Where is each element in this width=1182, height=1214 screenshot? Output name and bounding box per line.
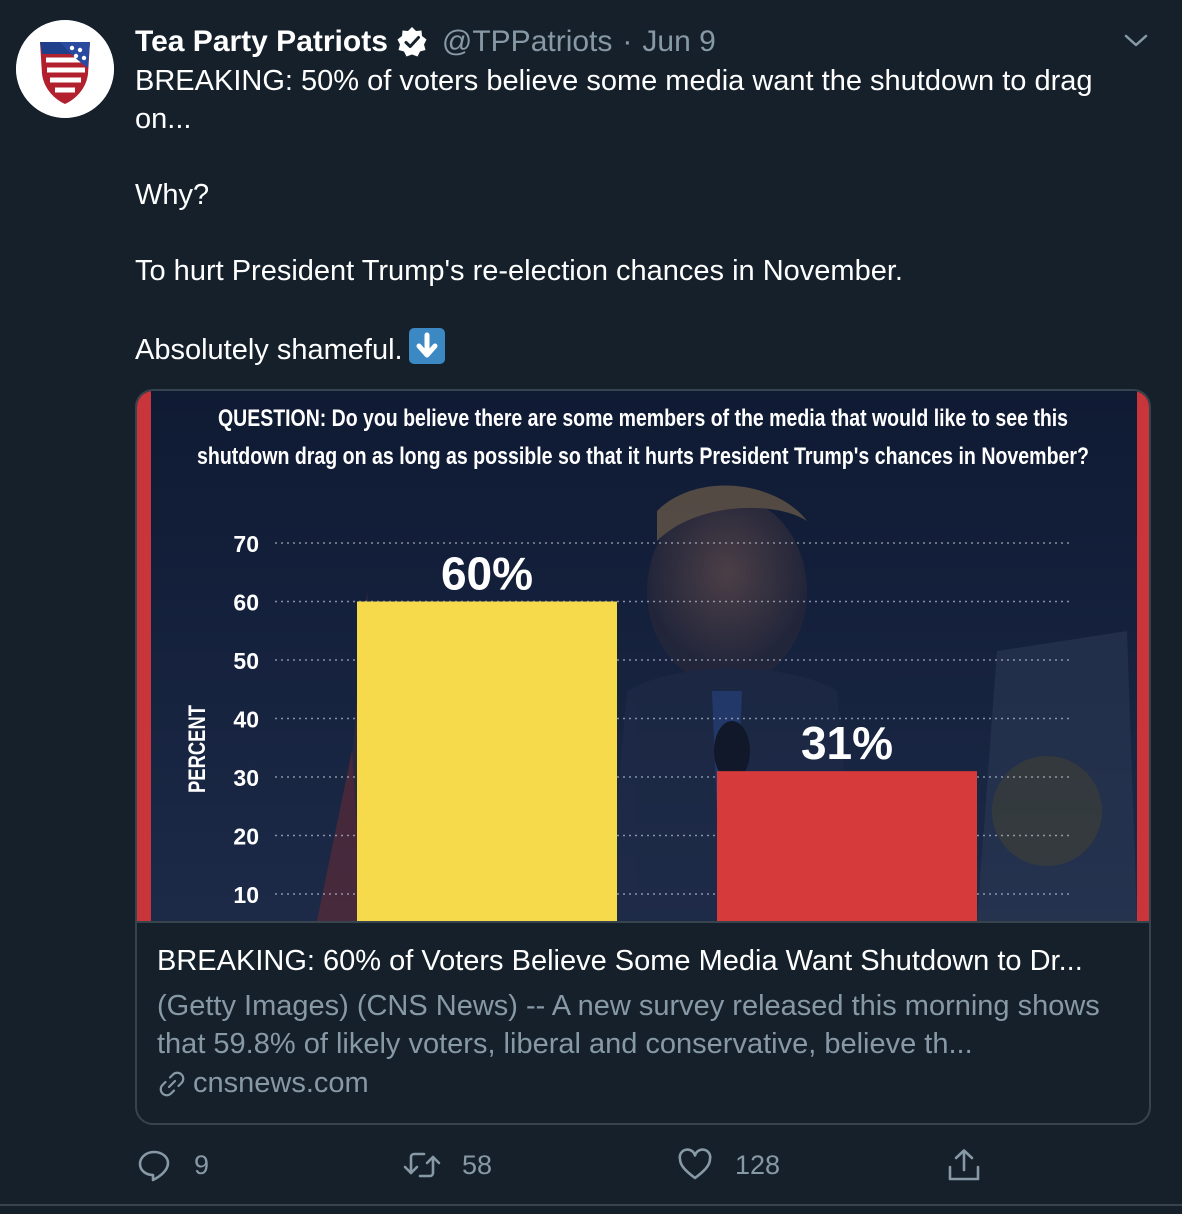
tea-party-patriots-logo bbox=[16, 20, 114, 118]
display-name[interactable]: Tea Party Patriots bbox=[135, 25, 388, 58]
share-button[interactable] bbox=[946, 1144, 982, 1186]
down-arrow-emoji-icon bbox=[408, 328, 445, 364]
chart-y-tick-label: 50 bbox=[233, 648, 259, 674]
chart-y-axis-label: PERCENT bbox=[184, 705, 211, 793]
chart-y-tick-label: 70 bbox=[233, 531, 259, 557]
tweet-text-line: BREAKING: 50% of voters believe some med… bbox=[135, 65, 1093, 135]
heart-icon bbox=[678, 1148, 712, 1180]
tweet-text-line: To hurt President Trump's re-election ch… bbox=[135, 255, 903, 287]
card-link[interactable]: cnsnews.com bbox=[157, 1067, 369, 1100]
card-image[interactable]: QUESTION: Do you believe there are some … bbox=[137, 391, 1149, 921]
tweet-header: Tea Party Patriots @TPPatriots · Jun 9 bbox=[135, 22, 716, 62]
link-card[interactable]: QUESTION: Do you believe there are some … bbox=[135, 389, 1151, 1125]
like-count: 128 bbox=[735, 1149, 781, 1180]
card-title[interactable]: BREAKING: 60% of Voters Believe Some Med… bbox=[157, 945, 1083, 977]
reply-icon bbox=[138, 1150, 170, 1182]
chart-data-label: 31% bbox=[801, 717, 893, 769]
tweet-text-line: Absolutely shameful. bbox=[135, 328, 1155, 369]
chart-bar bbox=[357, 601, 617, 921]
retweet-button[interactable]: 58 bbox=[402, 1144, 492, 1186]
chart-data-label: 60% bbox=[441, 548, 533, 600]
chart-y-tick-label: 10 bbox=[233, 882, 259, 908]
survey-bar-chart: QUESTION: Do you believe there are some … bbox=[137, 391, 1149, 921]
chart-y-tick-label: 30 bbox=[233, 765, 259, 791]
reply-button[interactable]: 9 bbox=[136, 1144, 209, 1186]
chart-data-labels: 60% 31% bbox=[441, 548, 893, 770]
right-red-edge bbox=[1137, 391, 1149, 921]
card-domain: cnsnews.com bbox=[193, 1067, 369, 1099]
reply-count: 9 bbox=[194, 1149, 210, 1180]
chart-title-line: QUESTION: Do you believe there are some … bbox=[218, 405, 1068, 432]
tweet-date[interactable]: Jun 9 bbox=[642, 25, 716, 58]
card-body[interactable]: BREAKING: 60% of Voters Believe Some Med… bbox=[137, 921, 1149, 1123]
left-red-edge bbox=[137, 391, 151, 921]
retweet-icon bbox=[403, 1152, 441, 1178]
avatar[interactable] bbox=[16, 20, 114, 118]
chart-y-tick-label: 20 bbox=[233, 824, 259, 850]
card-description: (Getty Images) (CNS News) -- A new surve… bbox=[157, 990, 1100, 1060]
tweet-text: BREAKING: 50% of voters believe some med… bbox=[135, 62, 1155, 369]
chart-title-line: shutdown drag on as long as possible so … bbox=[197, 443, 1089, 470]
user-handle[interactable]: @TPPatriots bbox=[441, 25, 613, 58]
tweet-text-line: Why? bbox=[135, 179, 210, 211]
tweet-divider bbox=[0, 1204, 1182, 1206]
share-icon bbox=[948, 1149, 980, 1181]
verified-badge-icon bbox=[396, 26, 428, 58]
chart-bars bbox=[357, 601, 977, 921]
chart-y-tick-label: 60 bbox=[233, 590, 259, 616]
link-icon bbox=[159, 1071, 185, 1096]
chart-y-axis-ticks: 70 60 50 40 30 20 10 bbox=[233, 531, 259, 908]
retweet-count: 58 bbox=[462, 1149, 493, 1180]
separator-dot: · bbox=[622, 25, 633, 58]
like-button[interactable]: 128 bbox=[677, 1144, 780, 1186]
chart-bar bbox=[717, 771, 977, 921]
chart-y-tick-label: 40 bbox=[233, 707, 259, 733]
chart-title: QUESTION: Do you believe there are some … bbox=[197, 405, 1089, 470]
tweet-text-line-content: Absolutely shameful. bbox=[135, 334, 403, 366]
chevron-down-icon[interactable] bbox=[1122, 30, 1150, 52]
